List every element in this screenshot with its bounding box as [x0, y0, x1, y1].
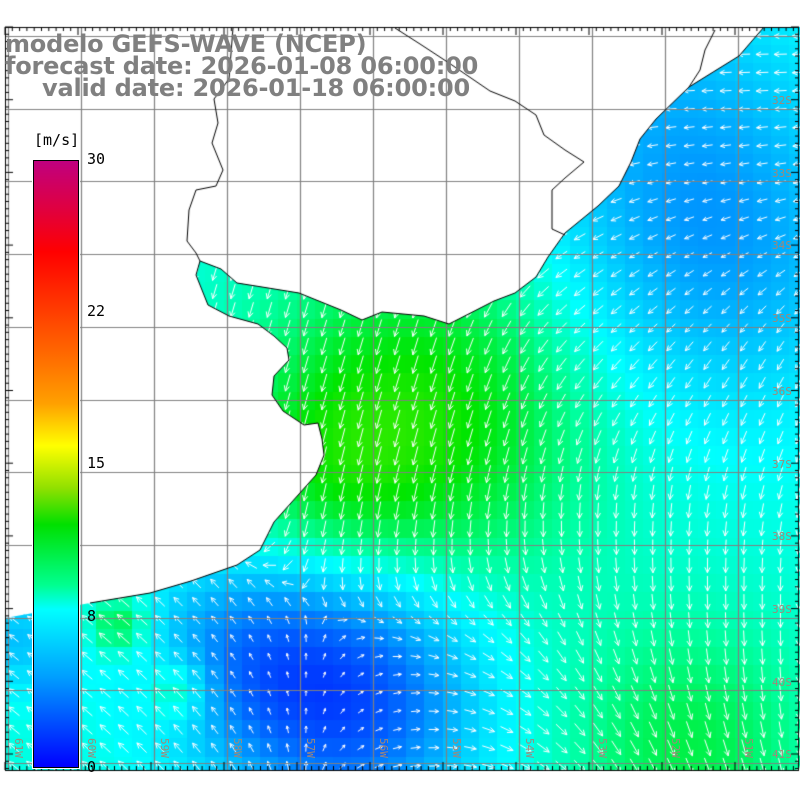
latitude-label: 41S — [772, 748, 792, 762]
longitude-label: 61W — [12, 738, 25, 758]
longitude-label: 58W — [231, 738, 244, 758]
longitude-label: 52W — [669, 738, 682, 758]
latitude-label: 35S — [772, 312, 792, 326]
colorbar-tick: 22 — [87, 302, 106, 320]
longitude-label: 54W — [523, 738, 536, 758]
latitude-label: 38S — [772, 530, 792, 544]
latitude-label: 39S — [772, 602, 792, 616]
latitude-label: 34S — [772, 239, 792, 253]
longitude-label: 51W — [742, 738, 755, 758]
colorbar-tick: 15 — [87, 454, 106, 472]
colorbar-unit: [m/s] — [34, 131, 80, 149]
latitude-label: 36S — [772, 384, 792, 398]
longitude-label: 56W — [377, 738, 390, 758]
longitude-label: 60W — [85, 738, 98, 758]
latitude-label: 33S — [772, 166, 792, 180]
colorbar — [32, 159, 80, 769]
colorbar-tick: 8 — [87, 607, 97, 625]
colorbar-tick: 0 — [87, 758, 97, 776]
longitude-label: 57W — [304, 738, 317, 758]
longitude-label: 53W — [596, 738, 609, 758]
latitude-label: 40S — [772, 675, 792, 689]
latitude-label: 37S — [772, 457, 792, 471]
colorbar-tick: 30 — [87, 150, 106, 168]
model-title: modelo GEFS-WAVE (NCEP) — [5, 30, 367, 58]
longitude-label: 59W — [158, 738, 171, 758]
valid-date: valid date: 2026-01-18 06:00:00 — [42, 74, 470, 102]
latitude-label: 32S — [772, 94, 792, 107]
forecast-date: forecast date: 2026-01-08 06:00:00 — [5, 52, 479, 80]
longitude-label: 55W — [450, 738, 463, 758]
